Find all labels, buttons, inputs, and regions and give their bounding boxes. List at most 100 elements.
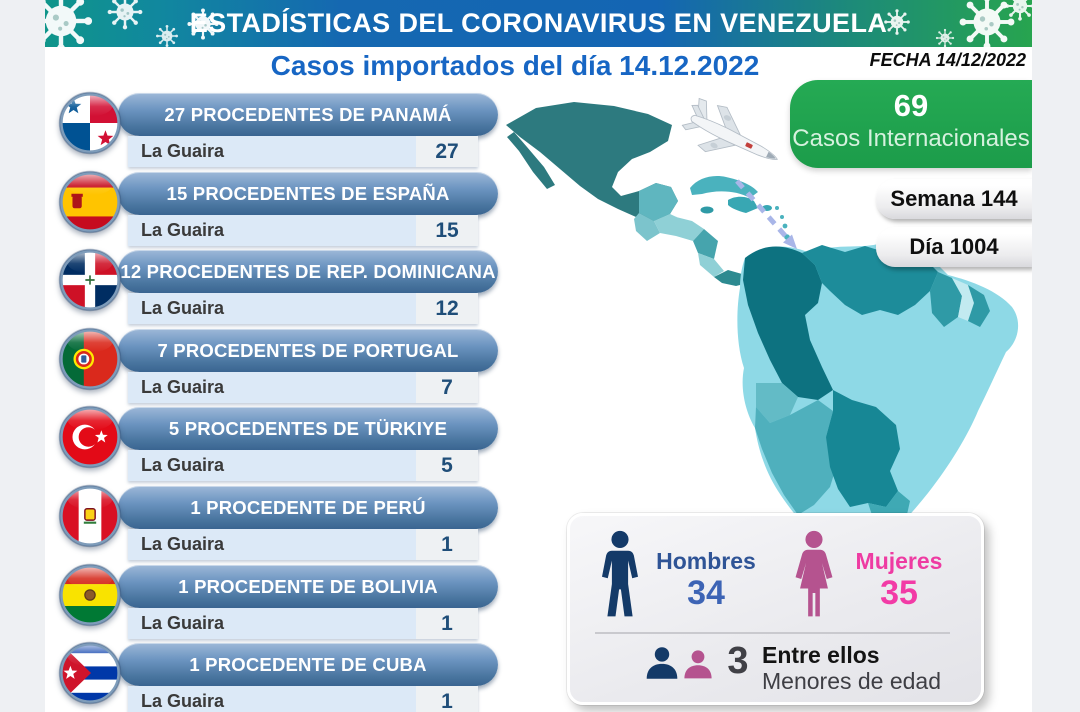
origin-label: La Guaira xyxy=(141,455,225,475)
origin-label: La Guaira xyxy=(141,613,225,633)
import-title: 1 PROCEDENTE DE PERÚ xyxy=(190,497,426,518)
origin-count: 5 xyxy=(441,454,453,477)
import-origin-row: La Guaira 27 xyxy=(128,136,478,167)
import-item: 5 PROCEDENTES DE TÜRKIYE La Guaira 5 xyxy=(45,404,515,485)
gender-stats-panel: Hombres 34 Mujeres 35 3 Entre ellos Meno… xyxy=(567,513,984,705)
day-pill: Día 1004 xyxy=(876,227,1032,267)
airplane-icon xyxy=(681,97,778,160)
virus-icon xyxy=(45,0,1032,47)
bolivia xyxy=(826,390,900,507)
date-badge: FECHA 14/12/2022 xyxy=(869,50,1026,70)
female-icon xyxy=(795,530,833,617)
import-item: 7 PROCEDENTES DE PORTUGAL La Guaira 7 xyxy=(45,326,515,407)
origin-count: 12 xyxy=(435,297,459,320)
import-origin-row: La Guaira 5 xyxy=(128,450,478,481)
flag-turkiye-icon xyxy=(57,404,123,470)
count-box xyxy=(416,450,478,481)
import-title-pill: 27 PROCEDENTES DE PANAMÁ xyxy=(118,93,498,136)
import-title-pill: 5 PROCEDENTES DE TÜRKIYE xyxy=(118,407,498,450)
flag-spain-icon xyxy=(58,170,122,234)
import-title-pill: 15 PROCEDENTES DE ESPAÑA xyxy=(118,172,498,215)
international-cases-label: Casos Internacionales xyxy=(792,125,1030,152)
mexico xyxy=(506,102,678,221)
flag-dominican-republic-icon xyxy=(57,247,123,313)
women-label: Mujeres xyxy=(855,548,943,574)
minors-text-line2: Menores de edad xyxy=(762,668,942,694)
count-box xyxy=(416,529,478,560)
import-title-pill: 12 PROCEDENTES DE REP. DOMINICANA xyxy=(118,250,498,293)
left-margin xyxy=(0,0,45,712)
minors-count: 3 xyxy=(727,640,749,682)
south-america xyxy=(737,242,1019,530)
flag-spain-icon xyxy=(57,169,123,235)
count-box xyxy=(416,136,478,167)
import-title-pill: 7 PROCEDENTES DE PORTUGAL xyxy=(118,329,498,372)
count-box xyxy=(416,686,478,712)
flag-turkiye-icon xyxy=(58,405,122,469)
men-label: Hombres xyxy=(656,548,756,574)
import-item: 1 PROCEDENTE DE PERÚ La Guaira 1 xyxy=(45,483,515,564)
flag-bolivia-icon xyxy=(58,563,122,627)
poster-content: ESTADÍSTICAS DEL CORONAVIRUS EN VENEZUEL… xyxy=(45,0,1032,712)
women-count: 35 xyxy=(880,574,918,612)
import-item: 27 PROCEDENTES DE PANAMÁ La Guaira 27 xyxy=(45,91,515,171)
colombia xyxy=(743,246,833,400)
import-origin-row: La Guaira 1 xyxy=(128,529,478,560)
men-count: 34 xyxy=(687,574,725,612)
import-title: 15 PROCEDENTES DE ESPAÑA xyxy=(166,183,450,204)
import-item: 1 PROCEDENTE DE BOLIVIA La Guaira 1 xyxy=(45,563,515,643)
flag-panama-icon xyxy=(58,91,122,155)
origin-label: La Guaira xyxy=(141,534,225,554)
latin-america-map xyxy=(506,97,1019,530)
origin-label: La Guaira xyxy=(141,298,225,318)
origin-count: 1 xyxy=(441,690,453,712)
origin-count: 1 xyxy=(441,612,453,635)
import-title: 1 PROCEDENTE DE BOLIVIA xyxy=(178,576,438,597)
imports-list: 27 PROCEDENTES DE PANAMÁ La Guaira 27 15… xyxy=(45,0,515,712)
male-icon xyxy=(602,530,638,617)
origin-label: La Guaira xyxy=(141,220,225,240)
flag-portugal-icon xyxy=(57,326,123,392)
import-origin-row: La Guaira 12 xyxy=(128,293,478,324)
import-origin-row: La Guaira 7 xyxy=(128,372,478,403)
international-cases-count: 69 xyxy=(893,88,929,123)
import-title-pill: 1 PROCEDENTE DE BOLIVIA xyxy=(118,565,498,608)
import-item: 1 PROCEDENTE DE CUBA La Guaira 1 xyxy=(45,640,515,712)
flag-peru-icon xyxy=(57,483,123,549)
import-title: 1 PROCEDENTE DE CUBA xyxy=(189,654,427,675)
import-title: 12 PROCEDENTES DE REP. DOMINICANA xyxy=(120,261,496,282)
route-arrow-icon xyxy=(735,179,797,249)
origin-label: La Guaira xyxy=(141,691,225,711)
panel-divider xyxy=(595,632,950,634)
origin-count: 1 xyxy=(441,533,453,556)
import-title-pill: 1 PROCEDENTE DE PERÚ xyxy=(118,486,498,529)
import-origin-row: La Guaira 1 xyxy=(128,686,478,712)
import-item: 12 PROCEDENTES DE REP. DOMINICANA La Gua… xyxy=(45,247,515,328)
ecuador xyxy=(756,383,798,423)
import-title: 5 PROCEDENTES DE TÜRKIYE xyxy=(168,418,448,439)
count-box xyxy=(416,215,478,246)
origin-count: 15 xyxy=(435,219,459,242)
count-box xyxy=(416,293,478,324)
flag-peru-icon xyxy=(58,484,122,548)
import-origin-row: La Guaira 15 xyxy=(128,215,478,246)
origin-count: 27 xyxy=(435,140,459,163)
right-margin xyxy=(1032,0,1080,712)
count-box xyxy=(416,372,478,403)
import-title: 27 PROCEDENTES DE PANAMÁ xyxy=(164,104,452,125)
child-bust-female-icon xyxy=(684,650,712,679)
flag-cuba-icon xyxy=(58,641,122,705)
flag-portugal-icon xyxy=(58,327,122,391)
week-pill: Semana 144 xyxy=(876,179,1032,219)
flag-dominican-republic-icon xyxy=(58,248,122,312)
import-item: 15 PROCEDENTES DE ESPAÑA La Guaira 15 xyxy=(45,169,515,250)
origin-label: La Guaira xyxy=(141,377,225,397)
origin-label: La Guaira xyxy=(141,141,225,161)
origin-count: 7 xyxy=(441,376,453,399)
header-banner: ESTADÍSTICAS DEL CORONAVIRUS EN VENEZUEL… xyxy=(45,0,1032,47)
caribbean-islands xyxy=(690,176,790,240)
count-box xyxy=(416,608,478,639)
flag-cuba-icon xyxy=(57,640,123,706)
international-cases-badge: 69 Casos Internacionales xyxy=(790,80,1032,168)
